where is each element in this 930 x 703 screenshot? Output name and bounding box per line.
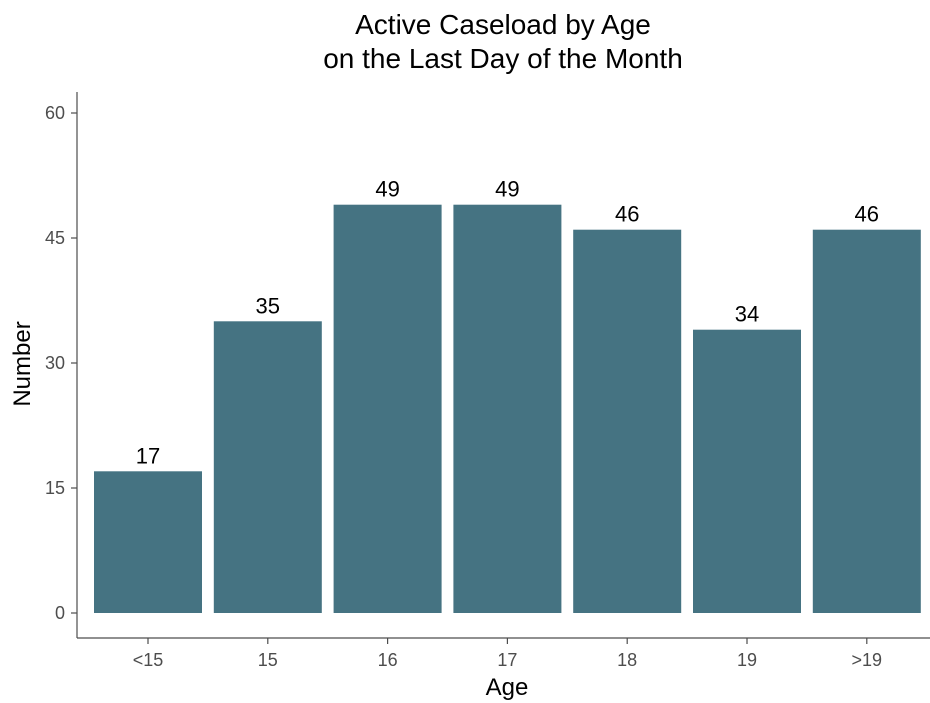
y-tick-label: 30: [45, 353, 65, 373]
x-tick-label: 15: [258, 650, 278, 670]
data-label: 49: [495, 177, 519, 202]
x-axis: <15 15 16 17 18 19 >19: [77, 637, 930, 670]
data-label: 46: [855, 202, 879, 227]
bar: [812, 229, 921, 613]
chart-title-line-1: Active Caseload by Age: [355, 9, 651, 40]
y-tick-label: 15: [45, 478, 65, 498]
x-tick-label: 19: [737, 650, 757, 670]
x-tick-label: 18: [617, 650, 637, 670]
y-tick-label: 60: [45, 103, 65, 123]
bar: [453, 204, 562, 613]
x-tick-label: <15: [133, 650, 164, 670]
bar: [693, 329, 801, 613]
x-tick-label: >19: [852, 650, 883, 670]
data-label: 35: [256, 293, 280, 318]
y-axis: 0 15 30 45 60: [45, 92, 78, 638]
y-axis-title: Number: [9, 321, 36, 406]
x-tick-label: 16: [378, 650, 398, 670]
bar: [94, 471, 202, 613]
chart-title-line-2: on the Last Day of the Month: [323, 43, 683, 74]
y-tick-label: 0: [55, 603, 65, 623]
data-label: 34: [735, 302, 759, 327]
data-label: 17: [136, 443, 160, 468]
x-axis-title: Age: [486, 674, 529, 701]
bar: [213, 321, 322, 613]
bars-group: [94, 204, 921, 613]
data-label: 46: [615, 202, 639, 227]
y-tick-label: 45: [45, 228, 65, 248]
data-labels-group: 17 35 49 49 46 34 46: [136, 177, 879, 469]
bar: [333, 204, 442, 613]
data-label: 49: [375, 177, 399, 202]
bar: [573, 229, 682, 613]
x-tick-label: 17: [497, 650, 517, 670]
